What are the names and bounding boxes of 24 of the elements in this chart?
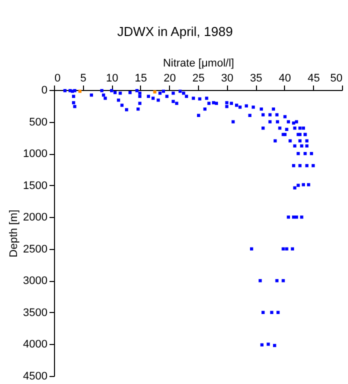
x-tick-label: 25 bbox=[192, 72, 205, 84]
x-tick-label: 15 bbox=[134, 72, 148, 84]
x-tick-label: 20 bbox=[164, 72, 176, 84]
x-axis-title: Nitrate [μmol/l] bbox=[162, 58, 234, 70]
x-tick-label: 5 bbox=[80, 72, 86, 84]
y-tick-label: 4500 bbox=[23, 370, 48, 382]
y-tick-label: 500 bbox=[29, 116, 48, 128]
x-tick-label: 45 bbox=[308, 72, 320, 84]
x-tick-label: 30 bbox=[221, 72, 234, 84]
x-tick-label: 40 bbox=[278, 72, 292, 84]
x-tick-label: 35 bbox=[250, 72, 262, 84]
x-tick-label: 0 bbox=[54, 72, 61, 84]
y-tick-label: 4000 bbox=[23, 338, 48, 351]
y-axis-title: Depth [m] bbox=[8, 210, 20, 258]
y-tick-label: 3000 bbox=[23, 275, 48, 288]
y-tick-label: 1000 bbox=[23, 148, 48, 160]
y-tick-label: 3500 bbox=[23, 306, 48, 319]
y-tick-label: 0 bbox=[41, 84, 48, 96]
chart-title: JDWX in April, 1989 bbox=[117, 24, 233, 39]
x-tick-label: 50 bbox=[330, 72, 342, 84]
y-tick-label: 2500 bbox=[23, 243, 48, 256]
y-tick-label: 2000 bbox=[23, 212, 48, 224]
y-tick-label: 1500 bbox=[23, 180, 48, 192]
x-tick-label: 10 bbox=[106, 72, 118, 84]
